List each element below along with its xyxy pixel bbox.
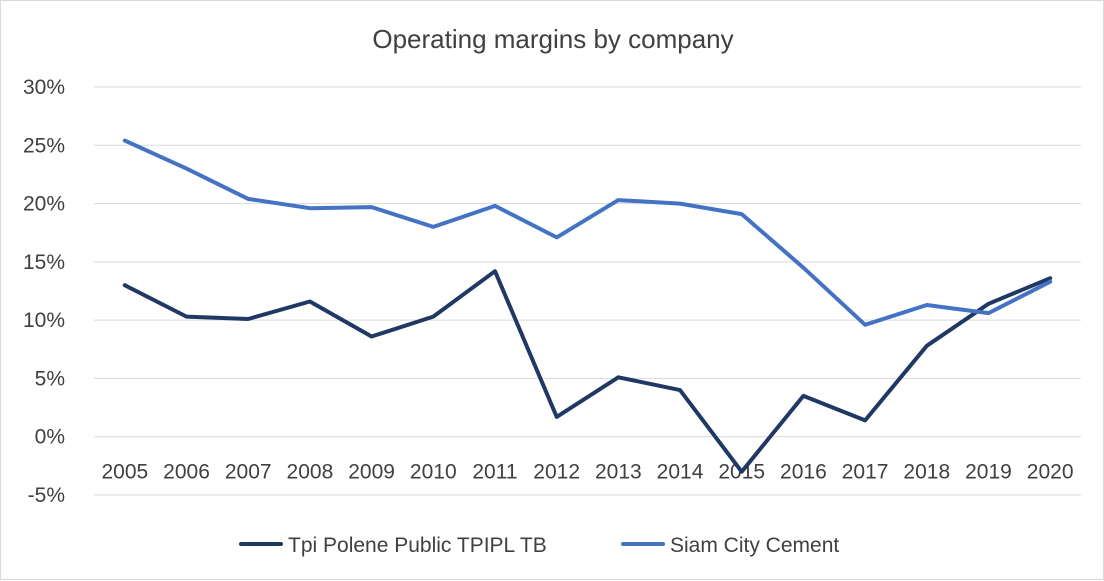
x-tick-label: 2016	[780, 461, 827, 484]
x-axis-ticks: 2005 2006 2007 2008 2009 2010 2011 2012 2013 2014…	[101, 461, 1073, 484]
x-tick-label: 2010	[410, 461, 457, 484]
chart-title: Operating margins by company	[372, 24, 733, 54]
x-tick-label: 2012	[533, 461, 580, 484]
x-tick-label: 2005	[101, 461, 148, 484]
y-tick-label: 15%	[23, 251, 65, 274]
series-line-1	[122, 269, 1053, 474]
gridlines	[94, 86, 1081, 496]
x-tick-label: 2008	[287, 461, 334, 484]
y-tick-label: 30%	[23, 76, 65, 99]
x-tick-label: 2007	[225, 461, 272, 484]
x-tick-label: 2017	[842, 461, 889, 484]
y-tick-label: 5%	[35, 367, 65, 390]
series-lines	[122, 138, 1053, 474]
y-tick-label: 10%	[23, 309, 65, 332]
y-axis-ticks: -5% 0% 5% 10% 15% 20% 25% 30%	[23, 76, 65, 507]
x-tick-label: 2009	[348, 461, 395, 484]
x-tick-label: 2014	[657, 461, 704, 484]
series-line-2	[122, 138, 1053, 327]
y-tick-label: 25%	[23, 134, 65, 157]
x-tick-label: 2019	[965, 461, 1012, 484]
legend-label-2: Siam City Cement	[670, 534, 839, 557]
y-tick-label: 20%	[23, 193, 65, 216]
x-tick-label: 2011	[472, 461, 517, 484]
y-tick-label: 0%	[35, 426, 65, 449]
x-tick-label: 2006	[163, 461, 210, 484]
x-tick-label: 2013	[595, 461, 642, 484]
x-tick-label: 2018	[903, 461, 950, 484]
legend: Tpi Polene Public TPIPL TB Siam City Ceme…	[239, 534, 839, 557]
x-tick-label: 2020	[1027, 461, 1074, 484]
legend-label-1: Tpi Polene Public TPIPL TB	[288, 534, 547, 557]
y-tick-label: -5%	[28, 484, 65, 507]
